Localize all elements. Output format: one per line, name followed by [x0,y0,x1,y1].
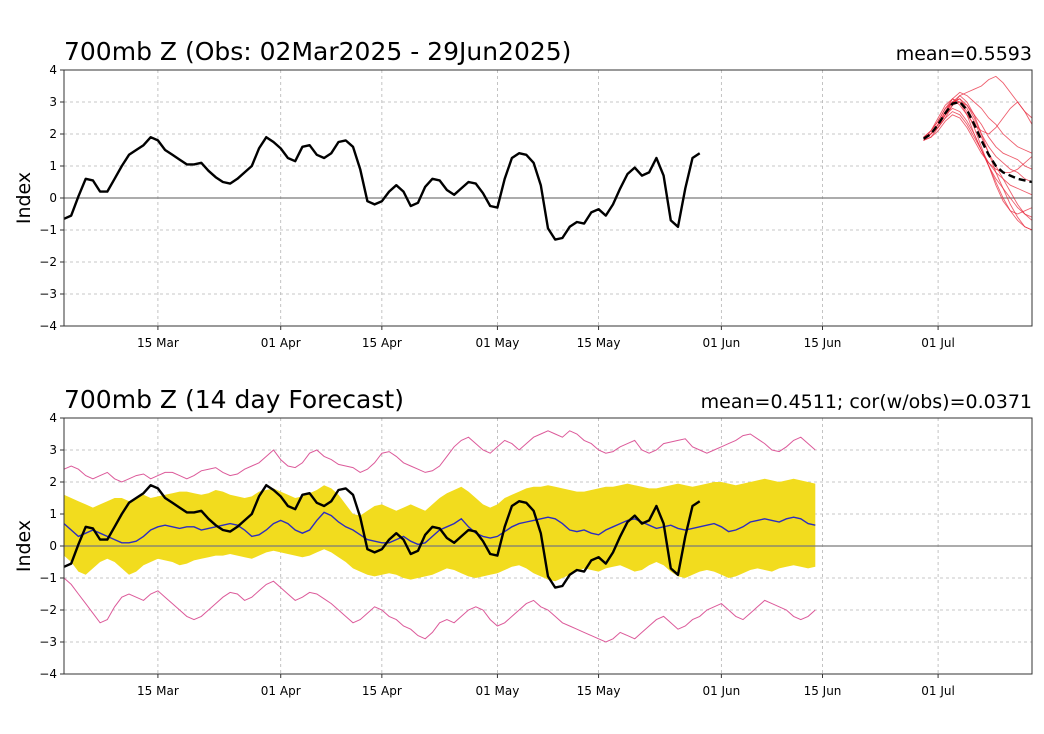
ensemble-mean-dashed-line [922,100,1033,184]
forecast-panel-xtick-label: 01 Jun [702,684,740,698]
obs-panel-xtick-label: 15 Mar [137,336,179,350]
forecast-panel-xtick-label: 15 Jun [804,684,842,698]
obs-panel-observed-line [63,136,701,241]
obs-panel-marks [63,75,1033,241]
forecast-min-line [63,577,816,643]
ensemble-member-line [923,98,1033,138]
forecast-panel-observed-line [63,484,701,589]
ensemble-member-line [923,98,1033,218]
forecast-panel-ylabel: Index [13,520,35,572]
forecast-panel-xtick-label: 15 Apr [362,684,402,698]
obs-panel-xtick-label: 01 May [475,336,519,350]
forecast-max-line [63,430,816,483]
forecast-panel-ytick-label: 4 [49,411,57,425]
obs-panel-xtick-label: 01 Jul [921,336,955,350]
ensemble-member-line [923,98,1033,183]
forecast-panel-stats: mean=0.4511; cor(w/obs)=0.0371 [701,391,1032,413]
ensemble-member-line [923,98,1033,221]
obs-panel-ytick-label: −1 [39,223,57,237]
obs-panel-xtick-label: 15 Apr [362,336,402,350]
forecast-panel-ytick-label: 1 [49,507,57,521]
obs-panel-xtick-label: 01 Apr [261,336,301,350]
forecast-panel-ytick-label: 0 [49,539,57,553]
forecast-panel-axes: −4 −3 −2 −1 0 1 2 3 4 15 Mar 01 Apr 15 Apr 01 May 15 … [39,411,1033,698]
forecast-panel-xtick-label: 01 May [475,684,519,698]
obs-panel-ylabel: Index [13,172,35,224]
obs-panel-xtick-label: 01 Jun [702,336,740,350]
forecast-panel-xtick-label: 01 Jul [921,684,955,698]
forecast-panel-xtick-label: 15 Mar [137,684,179,698]
obs-panel-ytick-label: 4 [49,63,57,77]
forecast-panel-xtick-label: 15 May [577,684,621,698]
obs-panel-axes: −4 −3 −2 −1 0 1 2 3 4 15 Mar 01 Apr 15 Apr 01 May 15 … [39,63,1033,350]
obs-panel-xtick-label: 15 Jun [804,336,842,350]
ensemble-member-line [923,111,1033,196]
obs-panel-ytick-label: 0 [49,191,57,205]
obs-panel-ytick-label: 3 [49,95,57,109]
forecast-panel: 700mb Z (14 day Forecast) mean=0.4511; c… [13,385,1033,698]
ensemble-member-line [923,114,1033,173]
obs-panel-ytick-label: 1 [49,159,57,173]
forecast-panel-ytick-label: −1 [39,571,57,585]
obs-panel-ytick-label: −4 [39,319,57,333]
forecast-panel-ytick-label: −3 [39,635,57,649]
forecast-panel-ytick-label: −2 [39,603,57,617]
obs-panel-ytick-label: 2 [49,127,57,141]
forecast-panel-title: 700mb Z (14 day Forecast) [64,385,404,414]
obs-panel-ytick-label: −3 [39,287,57,301]
forecast-panel-marks [63,430,1032,643]
obs-panel-mean: mean=0.5593 [896,43,1032,65]
forecast-panel-ytick-label: 2 [49,475,57,489]
forecast-panel-ytick-label: −4 [39,667,57,681]
obs-panel-ytick-label: −2 [39,255,57,269]
obs-panel-title: 700mb Z (Obs: 02Mar2025 - 29Jun2025) [64,37,571,66]
obs-panel-xtick-label: 15 May [577,336,621,350]
ensemble-member-line [923,94,1033,231]
obs-panel: 700mb Z (Obs: 02Mar2025 - 29Jun2025) mea… [13,37,1033,350]
forecast-panel-xtick-label: 01 Apr [261,684,301,698]
forecast-panel-ytick-label: 3 [49,443,57,457]
ensemble-member-line [923,101,1033,170]
